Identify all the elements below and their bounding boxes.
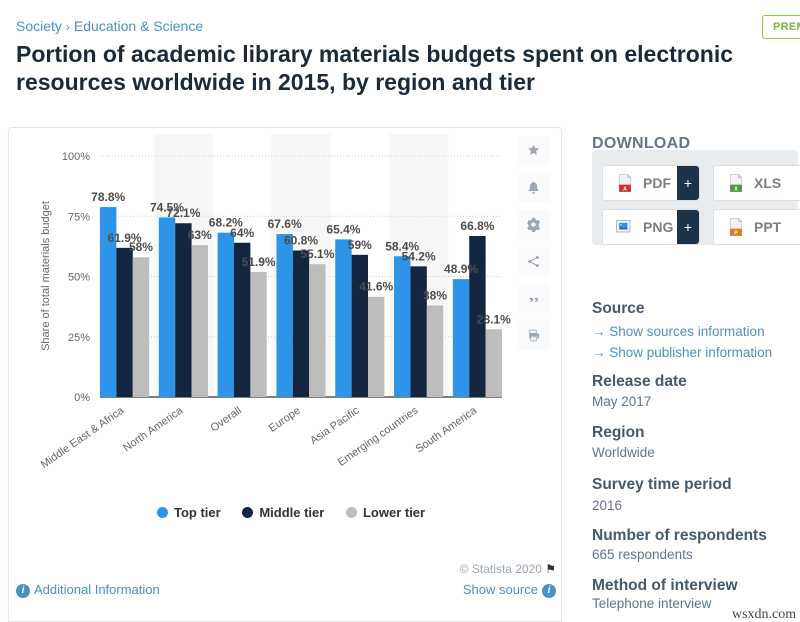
svg-text:72.1%: 72.1%	[166, 206, 200, 220]
svg-text:54.2%: 54.2%	[402, 249, 436, 263]
svg-text:Asia Pacific: Asia Pacific	[308, 404, 362, 447]
svg-text:58%: 58%	[129, 240, 153, 254]
svg-text:60.8%: 60.8%	[284, 233, 318, 247]
svg-text:X: X	[734, 186, 738, 192]
svg-text:66.8%: 66.8%	[460, 219, 494, 233]
svg-text:P: P	[734, 230, 738, 236]
svg-text:A: A	[623, 186, 627, 192]
svg-text:100%: 100%	[62, 151, 90, 163]
svg-text:25%: 25%	[68, 332, 90, 344]
svg-text:48.9%: 48.9%	[444, 262, 478, 276]
svg-text:Overall: Overall	[208, 405, 243, 435]
svg-text:28.1%: 28.1%	[477, 312, 511, 326]
svg-text:41.6%: 41.6%	[359, 280, 393, 294]
svg-text:65.4%: 65.4%	[326, 222, 360, 236]
svg-text:78.8%: 78.8%	[91, 190, 125, 204]
svg-text:Europe: Europe	[267, 405, 303, 435]
svg-text:0%: 0%	[74, 392, 90, 404]
svg-text:38%: 38%	[423, 288, 447, 302]
svg-text:64%: 64%	[230, 226, 254, 240]
svg-text:50%: 50%	[68, 272, 90, 284]
svg-text:55.1%: 55.1%	[300, 247, 334, 261]
svg-text:North America: North America	[121, 404, 186, 454]
svg-text:51.9%: 51.9%	[242, 255, 276, 269]
svg-text:63%: 63%	[188, 228, 212, 242]
svg-text:South America: South America	[414, 404, 480, 455]
svg-text:Share of total materials budge: Share of total materials budget	[40, 201, 52, 351]
svg-text:Middle East & Africa: Middle East & Africa	[39, 404, 127, 471]
svg-text:67.6%: 67.6%	[268, 217, 302, 231]
svg-text:75%: 75%	[68, 211, 90, 223]
svg-text:59%: 59%	[348, 238, 372, 252]
